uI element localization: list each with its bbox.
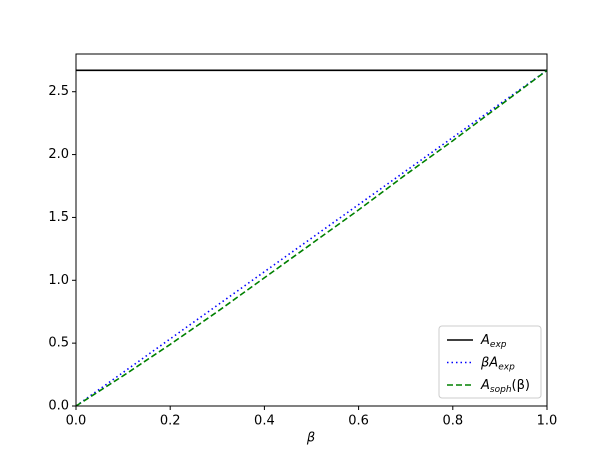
legend-label: Aexp: [480, 333, 507, 350]
legend-label: βAexp: [480, 355, 515, 372]
series-line: [75, 69, 548, 407]
y-tick-label: 1.5: [48, 210, 69, 225]
x-axis-label: β: [306, 431, 315, 446]
plot-frame: [75, 53, 548, 407]
x-tick-label: 0.2: [160, 414, 181, 429]
legend-box: [438, 325, 542, 399]
x-tick-label: 0.8: [442, 414, 463, 429]
legend-label: Asoph(β): [480, 378, 530, 395]
y-tick-label: 1.0: [48, 273, 69, 288]
x-tick-label: 0.0: [66, 414, 87, 429]
legend-subscript: exp: [490, 340, 507, 350]
legend-suffix: (β): [512, 378, 530, 393]
x-tick-label: 1.0: [537, 414, 558, 429]
legend-name: βA: [480, 355, 498, 370]
legend-subscript: exp: [498, 362, 515, 372]
x-tick-label: 0.6: [348, 414, 369, 429]
series-line: [75, 69, 548, 407]
y-tick-label: 0.0: [48, 399, 69, 414]
y-tick-label: 2.5: [48, 84, 69, 99]
legend-subscript: soph: [490, 385, 512, 395]
legend-name: A: [480, 333, 490, 348]
legend-name: A: [480, 378, 490, 393]
x-tick-label: 0.4: [254, 414, 275, 429]
y-tick-label: 2.0: [48, 147, 69, 162]
y-tick-label: 0.5: [48, 336, 69, 351]
